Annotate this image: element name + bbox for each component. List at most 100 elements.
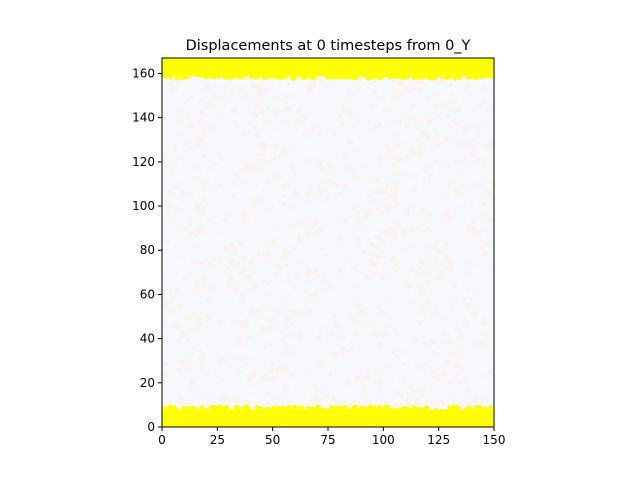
speckle-cell (244, 180, 250, 187)
band-edge-cell (244, 405, 250, 411)
speckle-cell (355, 84, 362, 92)
speckle-cell (440, 331, 445, 336)
speckle-cell (445, 215, 452, 222)
speckle-cell (423, 169, 429, 174)
speckle-cell (356, 120, 361, 125)
speckle-cell (351, 283, 357, 289)
speckle-cell (452, 361, 460, 369)
speckle-cell (418, 307, 425, 314)
x-tick-label: 0 (158, 433, 166, 447)
speckle-cell (165, 308, 172, 315)
band-edge-cell (454, 404, 460, 411)
speckle-cell (474, 157, 481, 164)
speckle-cell (239, 254, 247, 262)
speckle-cell (383, 143, 390, 149)
speckle-cell (400, 229, 408, 238)
band-edge-cell (180, 71, 185, 76)
speckle-cell (165, 239, 171, 244)
speckle-cell (234, 335, 240, 340)
speckle-cell (281, 332, 286, 337)
speckle-cell (418, 392, 425, 399)
speckle-cell (293, 309, 301, 317)
band-edge-cell (350, 73, 353, 77)
band-edge-cell (168, 75, 173, 80)
speckle-cell (376, 289, 380, 293)
speckle-cell (222, 244, 229, 251)
speckle-cell (468, 201, 474, 207)
band-edge-cell (248, 74, 254, 80)
speckle-cell (310, 123, 318, 131)
speckle-cell (289, 321, 294, 326)
speckle-cell (387, 316, 391, 321)
speckle-cell (410, 244, 415, 249)
speckle-cell (376, 188, 383, 196)
speckle-cell (434, 274, 442, 282)
band-edge-cell (422, 407, 425, 411)
speckle-cell (338, 333, 346, 341)
speckle-cell (387, 225, 393, 232)
speckle-cell (305, 89, 311, 95)
speckle-cell (424, 209, 433, 218)
band-edge-cell (191, 71, 196, 76)
speckle-cell (426, 178, 432, 183)
speckle-cell (281, 194, 285, 198)
band-edge-cell (174, 407, 179, 412)
speckle-cell (196, 395, 201, 400)
speckle-cell (272, 156, 278, 162)
x-tick-label: 100 (372, 433, 395, 447)
speckle-cell (388, 177, 393, 183)
speckle-cell (200, 134, 206, 140)
speckle-cell (439, 163, 444, 167)
band-edge-cell (378, 408, 383, 413)
band-edge-cell (449, 405, 456, 411)
speckle-cell (423, 277, 432, 286)
band-edge-cell (344, 409, 348, 413)
speckle-cell (417, 320, 422, 326)
speckle-cell (276, 363, 285, 372)
band-edge-cell (229, 72, 234, 77)
speckle-cell (243, 165, 251, 173)
speckle-cell (195, 293, 200, 298)
speckle-cell (285, 332, 291, 338)
speckle-cell (319, 76, 325, 82)
band-edge-cell (224, 407, 228, 412)
speckle-cell (208, 123, 216, 131)
speckle-cell (244, 317, 249, 322)
speckle-cell (267, 317, 275, 325)
speckle-cell (364, 174, 368, 178)
speckle-cell (391, 394, 396, 399)
band-edge-cell (325, 75, 331, 80)
speckle-cell (354, 210, 360, 217)
speckle-cell (470, 309, 478, 318)
speckle-cell (195, 176, 201, 181)
speckle-cell (225, 264, 232, 272)
speckle-cell (268, 361, 273, 366)
band-edge-cell (321, 70, 328, 77)
speckle-cell (418, 206, 426, 213)
speckle-cell (187, 384, 194, 391)
speckle-cell (384, 151, 391, 159)
band-edge-cell (267, 408, 273, 414)
speckle-cell (268, 304, 273, 308)
speckle-cell (308, 157, 315, 164)
band-fill (162, 409, 494, 427)
speckle-cell (370, 252, 377, 258)
speckle-cell (324, 193, 331, 200)
speckle-cell (212, 160, 218, 166)
speckle-cell (263, 279, 269, 285)
speckle-cell (287, 120, 291, 124)
speckle-cell (390, 348, 397, 355)
speckle-cell (199, 185, 207, 193)
speckle-cell (481, 181, 488, 188)
speckle-cell (427, 172, 435, 179)
speckle-cell (179, 114, 183, 118)
speckle-cell (481, 249, 489, 257)
speckle-cell (487, 106, 494, 115)
speckle-cell (274, 272, 281, 279)
speckle-cell (423, 95, 430, 101)
speckle-cell (236, 85, 244, 92)
band-edge-cell (339, 405, 343, 409)
speckle-cell (194, 233, 198, 238)
speckle-cell (439, 231, 443, 235)
speckle-cell (471, 147, 475, 151)
